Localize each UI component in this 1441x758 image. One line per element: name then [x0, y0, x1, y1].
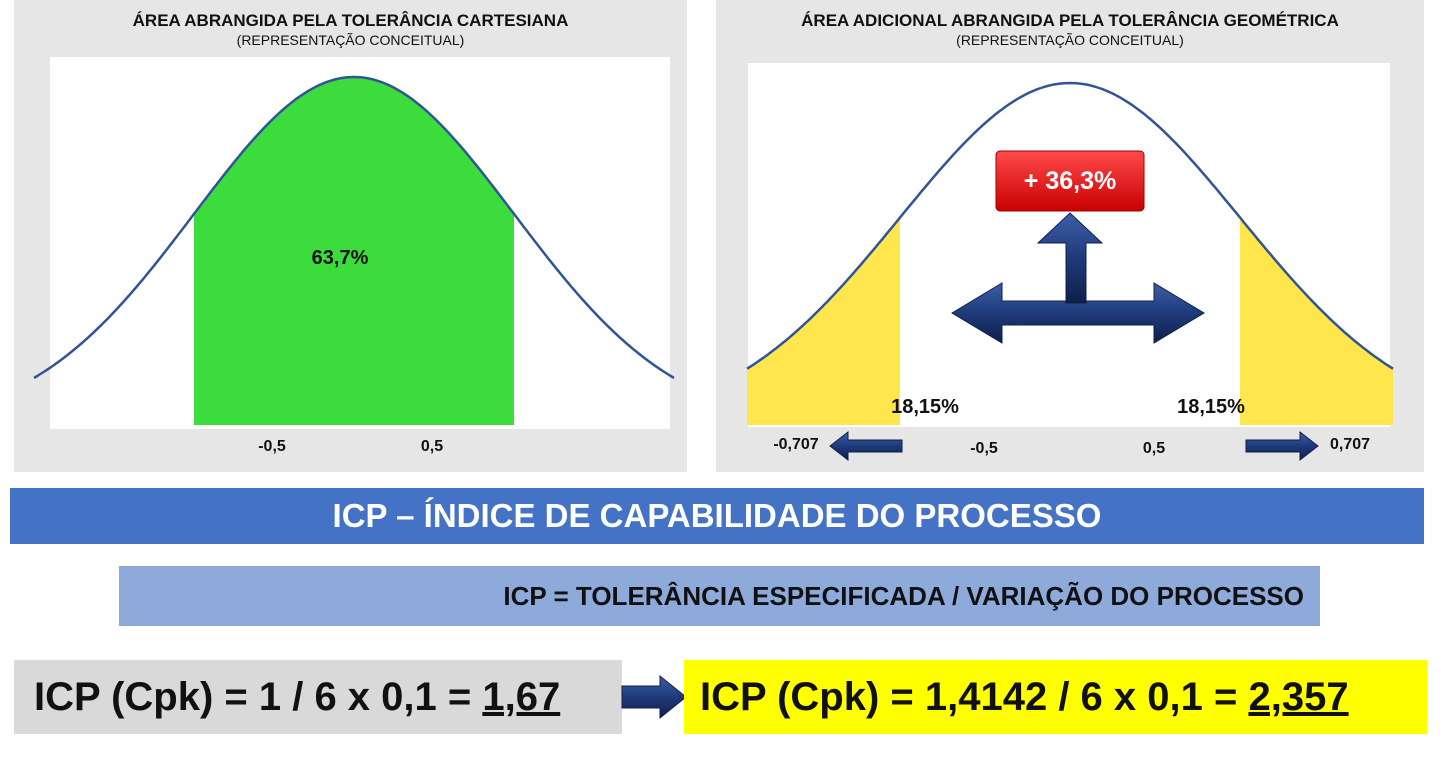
- area-label-left: 18,15%: [891, 396, 959, 418]
- x-tick-label: -0,707: [773, 436, 819, 453]
- chart-panel-right: ÁREA ADICIONAL ABRANGIDA PELA TOLERÂNCIA…: [716, 0, 1424, 472]
- calc-result: 1,67: [482, 675, 561, 719]
- plot-area: + 36,3% 18,15% 18,15%: [746, 63, 1394, 427]
- calc-expression: ICP (Cpk) = 1 / 6 x 0,1 =: [34, 675, 483, 719]
- x-tick-label: 0,5: [420, 438, 444, 455]
- chart-subtitle: (REPRESENTAÇÃO CONCEITUAL): [956, 32, 1184, 48]
- calc-geometric: ICP (Cpk) = 1,4142 / 6 x 0,1 = 2,357: [684, 660, 1427, 734]
- green-area: [194, 77, 514, 425]
- x-tick-label: 0,707: [1329, 436, 1371, 453]
- left-arrow-icon: [829, 430, 903, 462]
- icp-banner: ICP – ÍNDICE DE CAPABILIDADE DO PROCESSO: [10, 488, 1424, 544]
- chart-title: ÁREA ABRANGIDA PELA TOLERÂNCIA CARTESIAN…: [132, 11, 569, 30]
- yellow-area-right: [1240, 217, 1393, 425]
- x-tick-label: 0,5: [1142, 440, 1166, 457]
- plot-area: 63,7%: [33, 57, 675, 429]
- area-label-right: 18,15%: [1177, 396, 1245, 418]
- x-tick-label: -0,5: [258, 438, 286, 455]
- right-arrow-icon: [1245, 430, 1319, 462]
- expansion-arrow-icon: [951, 212, 1205, 344]
- transition-arrow-icon: [621, 674, 687, 720]
- bell-curve-chart: + 36,3% 18,15% 18,15%: [746, 81, 1394, 425]
- increase-label: + 36,3%: [1024, 167, 1116, 195]
- calc-result: 2,357: [1248, 675, 1349, 719]
- area-label: 63,7%: [312, 247, 369, 269]
- increase-badge: + 36,3%: [995, 150, 1145, 212]
- calc-expression: ICP (Cpk) = 1,4142 / 6 x 0,1 =: [700, 675, 1249, 719]
- normal-curve: [33, 75, 675, 379]
- bell-curve-chart: 63,7%: [33, 75, 675, 425]
- chart-subtitle: (REPRESENTAÇÃO CONCEITUAL): [236, 32, 465, 48]
- chart-panel-left: ÁREA ABRANGIDA PELA TOLERÂNCIA CARTESIAN…: [14, 0, 687, 472]
- icp-formula: ICP = TOLERÂNCIA ESPECIFICADA / VARIAÇÃO…: [119, 566, 1320, 626]
- calc-cartesian: ICP (Cpk) = 1 / 6 x 0,1 = 1,67: [14, 660, 622, 734]
- yellow-area-left: [747, 217, 900, 425]
- x-tick-label: -0,5: [970, 440, 998, 457]
- chart-title: ÁREA ADICIONAL ABRANGIDA PELA TOLERÂNCIA…: [801, 11, 1339, 30]
- normal-curve: [746, 81, 1394, 370]
